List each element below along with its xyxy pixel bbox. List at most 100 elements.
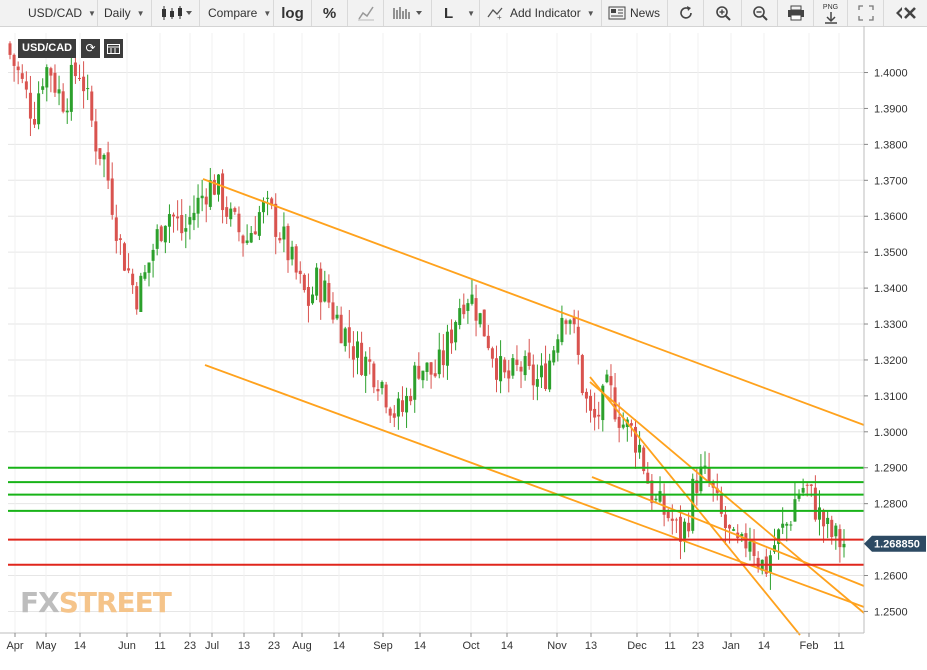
candle-body: [740, 534, 744, 537]
symbol-badge: USD/CAD: [18, 39, 77, 58]
line-mode-button[interactable]: L ▼: [432, 0, 480, 26]
bars-type-button[interactable]: [384, 0, 432, 26]
drawing-tools-button[interactable]: [348, 0, 384, 26]
candle-body: [421, 370, 425, 381]
candle-body: [167, 214, 171, 227]
candle-body: [311, 294, 315, 304]
candle-body: [135, 286, 139, 310]
compare-button[interactable]: Compare ▼: [200, 0, 274, 26]
candle-body: [572, 317, 576, 325]
chart-settings-button[interactable]: ⟳: [81, 39, 100, 58]
logo-fx: FX: [20, 586, 60, 619]
indicator-icon: +: [487, 7, 503, 21]
candle-body: [396, 398, 400, 417]
candle-body: [728, 524, 732, 529]
candle-body: [699, 466, 703, 492]
candle-body: [838, 529, 842, 548]
refresh-button[interactable]: [668, 0, 704, 26]
candle-body: [200, 195, 204, 199]
candle-body: [266, 197, 270, 199]
candle-body: [261, 201, 265, 213]
price-axis: 1.4000 1.3900 1.3800 1.3700 1.3600 1.3500 1.34…: [863, 26, 908, 633]
log-button[interactable]: log: [274, 0, 312, 26]
close-chart-button[interactable]: [884, 0, 927, 26]
candle-body: [629, 423, 633, 426]
candle-body: [151, 249, 155, 261]
candle-body: [12, 54, 16, 66]
price-chart[interactable]: 1.4000 1.3900 1.3800 1.3700 1.3600 1.3500 1.34…: [0, 26, 927, 670]
candle-body: [221, 173, 225, 211]
trendlines-layer: [202, 178, 865, 636]
candle-body: [662, 493, 666, 515]
news-button[interactable]: News: [602, 0, 668, 26]
fxstreet-logo: FXSTREET: [20, 586, 172, 619]
candle-body: [683, 521, 687, 539]
candle-body: [560, 317, 564, 343]
candle-body: [147, 262, 151, 273]
add-indicator-button[interactable]: + Add Indicator ▼: [480, 0, 602, 26]
candle-body: [245, 240, 249, 243]
x-tick-label: 23: [184, 640, 196, 652]
candles-layer: [8, 41, 846, 590]
chart-type-selector[interactable]: [152, 0, 200, 26]
fullscreen-button[interactable]: [848, 0, 884, 26]
candle-body: [830, 519, 834, 538]
x-tick-label: Jun: [118, 640, 136, 652]
candle-body: [486, 335, 490, 349]
interval-selector[interactable]: Daily ▼: [98, 0, 152, 26]
png-export-button[interactable]: PNG: [814, 0, 848, 26]
x-tick-label: 23: [692, 640, 704, 652]
candle-body: [539, 365, 543, 378]
y-tick-label: 1.3100: [874, 391, 908, 403]
candle-body: [143, 272, 147, 279]
zoom-in-button[interactable]: [704, 0, 742, 26]
candle-body: [343, 328, 347, 347]
candle-body: [654, 498, 658, 501]
candle-body: [86, 88, 90, 90]
candle-body: [53, 72, 57, 93]
candle-body: [180, 215, 184, 234]
symbol-badge-label: USD/CAD: [22, 42, 73, 54]
candle-body: [634, 426, 637, 453]
percent-button[interactable]: %: [312, 0, 348, 26]
candle-body: [61, 91, 65, 112]
trendline: [589, 381, 865, 614]
print-button[interactable]: [778, 0, 814, 26]
x-tick-label: May: [36, 640, 57, 652]
candle-body: [617, 416, 621, 428]
candle-body: [8, 43, 12, 55]
candle-body: [339, 314, 343, 344]
candle-body: [233, 208, 237, 212]
candle-body: [593, 408, 597, 418]
trendline: [204, 364, 865, 608]
candle-body: [589, 395, 593, 411]
candle-body: [229, 208, 233, 220]
candle-body: [302, 274, 306, 291]
y-tick-label: 1.3400: [874, 283, 908, 295]
last-price-tag: 1.268850: [864, 535, 926, 552]
y-tick-label: 1.3700: [874, 175, 908, 187]
candle-body: [580, 355, 584, 394]
candle-body: [490, 348, 494, 359]
candle-body: [118, 238, 122, 240]
y-tick-label: 1.2600: [874, 571, 908, 583]
zoom-out-button[interactable]: [742, 0, 778, 26]
candle-body: [270, 198, 274, 206]
y-tick-label: 1.3800: [874, 139, 908, 151]
symbol-selector[interactable]: USD/CAD ▼: [0, 0, 98, 26]
candle-body: [531, 364, 535, 386]
refresh-icon: ⟳: [85, 41, 96, 55]
chevron-down-icon: ▼: [136, 8, 145, 18]
plot-area: [8, 33, 864, 633]
candle-body: [41, 86, 45, 90]
candle-body: [102, 154, 106, 160]
candle-body: [650, 480, 654, 503]
trendline: [202, 178, 865, 426]
calendar-button[interactable]: [104, 39, 123, 58]
candle-body: [809, 484, 813, 486]
candle-body: [360, 342, 364, 375]
candle-body: [482, 309, 486, 337]
candle-body: [801, 487, 805, 493]
interval-label: Daily: [104, 6, 131, 20]
candle-body: [822, 510, 826, 527]
